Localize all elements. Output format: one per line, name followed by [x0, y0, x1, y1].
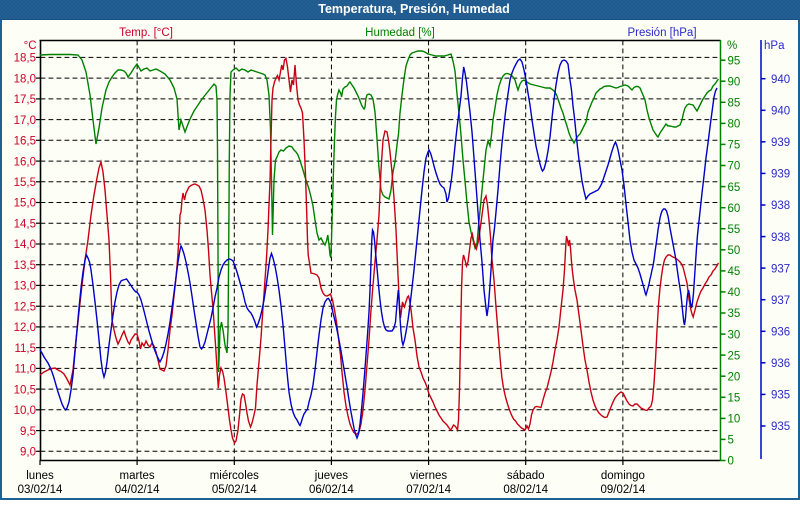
svg-text:938: 938 [771, 232, 790, 244]
svg-text:06/02/14: 06/02/14 [309, 484, 354, 496]
svg-text:936: 936 [771, 358, 790, 370]
svg-text:0: 0 [728, 456, 734, 468]
svg-text:10,0: 10,0 [14, 405, 36, 417]
svg-text:%: % [727, 40, 737, 52]
svg-text:935: 935 [771, 390, 790, 402]
svg-text:937: 937 [771, 263, 790, 275]
svg-text:5: 5 [728, 435, 734, 447]
svg-text:hPa: hPa [764, 40, 785, 52]
svg-text:25: 25 [728, 350, 741, 362]
svg-text:939: 939 [771, 169, 790, 181]
svg-text:60: 60 [728, 203, 741, 215]
svg-text:13,5: 13,5 [14, 260, 36, 272]
svg-text:940: 940 [771, 106, 790, 118]
svg-text:16,5: 16,5 [14, 136, 36, 148]
svg-text:940: 940 [771, 74, 790, 86]
svg-text:05/02/14: 05/02/14 [212, 484, 257, 496]
svg-text:03/02/14: 03/02/14 [18, 484, 63, 496]
svg-text:14,0: 14,0 [14, 239, 36, 251]
svg-text:45: 45 [728, 266, 741, 278]
svg-text:14,5: 14,5 [14, 218, 36, 230]
svg-text:11,0: 11,0 [14, 364, 36, 376]
svg-text:10: 10 [728, 414, 741, 426]
svg-text:90: 90 [728, 76, 741, 88]
svg-text:04/02/14: 04/02/14 [115, 484, 160, 496]
svg-text:9,0: 9,0 [20, 447, 36, 459]
svg-text:12,0: 12,0 [14, 322, 36, 334]
svg-text:sábado: sábado [507, 470, 545, 482]
svg-text:Temp. [°C]: Temp. [°C] [119, 27, 173, 39]
svg-text:75: 75 [728, 140, 741, 152]
svg-text:937: 937 [771, 295, 790, 307]
svg-text:13,0: 13,0 [14, 281, 36, 293]
svg-text:15,5: 15,5 [14, 177, 36, 189]
svg-text:16,0: 16,0 [14, 156, 36, 168]
svg-text:domingo: domingo [601, 470, 645, 482]
svg-text:lunes: lunes [26, 470, 54, 482]
svg-text:65: 65 [728, 182, 741, 194]
svg-text:martes: martes [120, 470, 155, 482]
svg-text:40: 40 [728, 287, 741, 299]
svg-text:17,5: 17,5 [14, 94, 36, 106]
svg-text:80: 80 [728, 119, 741, 131]
svg-text:935: 935 [771, 421, 790, 433]
svg-text:08/02/14: 08/02/14 [503, 484, 548, 496]
svg-text:15: 15 [728, 393, 741, 405]
svg-text:20: 20 [728, 371, 741, 383]
svg-text:85: 85 [728, 98, 741, 110]
svg-text:°C: °C [24, 40, 37, 52]
svg-text:Humedad [%]: Humedad [%] [365, 27, 435, 39]
svg-text:9,5: 9,5 [20, 426, 36, 438]
svg-text:35: 35 [728, 308, 741, 320]
svg-text:10,5: 10,5 [14, 384, 36, 396]
svg-text:18,0: 18,0 [14, 73, 36, 85]
svg-text:17,0: 17,0 [14, 115, 36, 127]
svg-text:jueves: jueves [314, 470, 348, 482]
svg-text:11,5: 11,5 [14, 343, 36, 355]
svg-text:miércoles: miércoles [210, 470, 259, 482]
svg-text:938: 938 [771, 200, 790, 212]
svg-text:18,5: 18,5 [14, 53, 36, 65]
svg-text:15,0: 15,0 [14, 198, 36, 210]
svg-text:07/02/14: 07/02/14 [406, 484, 451, 496]
svg-text:50: 50 [728, 245, 741, 257]
svg-text:30: 30 [728, 329, 741, 341]
svg-text:70: 70 [728, 161, 741, 173]
svg-text:09/02/14: 09/02/14 [601, 484, 646, 496]
svg-text:55: 55 [728, 224, 741, 236]
svg-text:939: 939 [771, 137, 790, 149]
svg-text:95: 95 [728, 55, 741, 67]
svg-text:936: 936 [771, 327, 790, 339]
svg-text:viernes: viernes [410, 470, 447, 482]
svg-text:Presión [hPa]: Presión [hPa] [627, 27, 696, 39]
svg-text:12,5: 12,5 [14, 301, 36, 313]
